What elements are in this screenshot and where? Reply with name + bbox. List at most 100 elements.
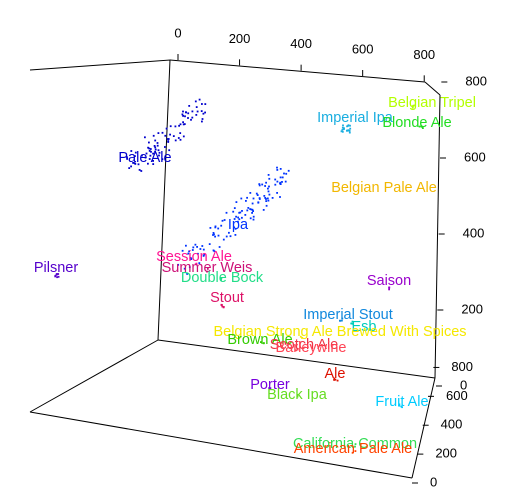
data-point	[165, 127, 168, 130]
data-point	[149, 154, 152, 157]
data-point	[187, 117, 189, 119]
data-point	[296, 348, 299, 351]
data-point	[285, 172, 288, 175]
data-point	[342, 124, 344, 127]
data-point	[265, 200, 268, 202]
cluster-label: Pale Ale	[118, 150, 171, 166]
tick-label: 200	[229, 31, 251, 46]
data-point	[214, 225, 217, 228]
cluster-label: Blonde Ale	[382, 115, 451, 131]
tick-label: 400	[290, 36, 312, 51]
data-point	[268, 193, 271, 196]
data-point	[267, 174, 270, 176]
data-point	[333, 379, 335, 381]
cluster-label: Imperial Stout	[303, 307, 392, 323]
cluster-label: Belgian Strong Ale Brewed With Spices	[213, 324, 466, 340]
data-point	[184, 115, 186, 118]
data-point	[341, 126, 344, 129]
cluster-label: Belgian Pale Ale	[331, 180, 437, 196]
data-point	[55, 273, 58, 276]
y-axis: 0 200 400 600 800	[412, 359, 473, 489]
data-point	[194, 100, 197, 103]
box-floor-right	[411, 377, 436, 479]
data-point	[56, 276, 58, 279]
data-point	[220, 304, 223, 306]
tick-label: 400	[463, 225, 485, 240]
data-point	[152, 152, 154, 155]
data-point	[341, 130, 344, 133]
data-point	[152, 163, 155, 165]
data-point	[144, 156, 147, 159]
data-point	[336, 379, 339, 382]
data-point	[214, 235, 216, 238]
data-point	[182, 121, 184, 124]
data-point	[140, 170, 143, 172]
tick-label: 800	[465, 73, 487, 88]
data-point	[301, 337, 303, 339]
data-point	[261, 183, 264, 186]
data-point	[274, 178, 277, 181]
data-point	[179, 138, 182, 141]
data-point	[157, 132, 160, 134]
data-point	[264, 197, 267, 199]
data-point	[189, 257, 192, 260]
data-point	[201, 103, 203, 105]
data-point	[341, 317, 344, 320]
data-point	[354, 443, 357, 445]
data-point	[234, 234, 237, 236]
data-point	[179, 132, 182, 134]
data-point	[212, 234, 214, 236]
data-point	[169, 125, 172, 128]
data-point	[264, 185, 266, 187]
data-point	[145, 152, 148, 155]
data-point	[220, 279, 222, 281]
data-point	[132, 162, 134, 164]
data-point	[156, 142, 159, 144]
data-point	[246, 196, 248, 199]
data-point	[267, 187, 269, 190]
data-point	[220, 224, 223, 227]
data-point	[249, 192, 252, 194]
data-point	[349, 127, 352, 130]
data-point	[221, 219, 224, 222]
data-point	[341, 319, 343, 322]
data-point	[401, 406, 403, 409]
data-point	[214, 226, 217, 229]
data-point	[398, 403, 401, 406]
data-point	[257, 201, 260, 204]
data-point	[213, 250, 216, 253]
data-point	[252, 218, 255, 221]
data-point	[347, 124, 349, 127]
box-right-vertical	[434, 94, 441, 379]
data-point	[268, 177, 271, 180]
data-point	[228, 231, 230, 234]
data-point	[351, 320, 354, 323]
data-point	[276, 192, 278, 194]
data-point	[235, 201, 238, 203]
data-point	[172, 135, 175, 137]
cluster-label: Saison	[367, 273, 411, 289]
cluster-label: Double Bock	[181, 270, 264, 286]
data-point	[188, 105, 191, 107]
data-point	[164, 134, 167, 137]
cluster-label: American Pale Ale	[294, 441, 412, 457]
data-point	[144, 136, 146, 139]
data-point	[339, 319, 341, 322]
data-point	[233, 207, 236, 209]
cluster-label: Porter	[250, 377, 290, 393]
data-point	[148, 141, 150, 144]
data-point	[351, 322, 354, 325]
data-point	[279, 183, 282, 185]
data-point	[202, 112, 205, 115]
data-point	[246, 209, 249, 212]
tick-label: 0	[460, 377, 467, 392]
data-point	[185, 244, 187, 247]
x-axis: 0 200 400 600 800	[174, 25, 435, 82]
data-point	[266, 197, 269, 200]
data-point	[267, 190, 270, 193]
data-point	[198, 98, 201, 101]
cluster-label: Ipa	[228, 217, 249, 233]
data-point	[265, 204, 268, 207]
data-point	[174, 139, 177, 142]
data-point	[284, 343, 287, 345]
